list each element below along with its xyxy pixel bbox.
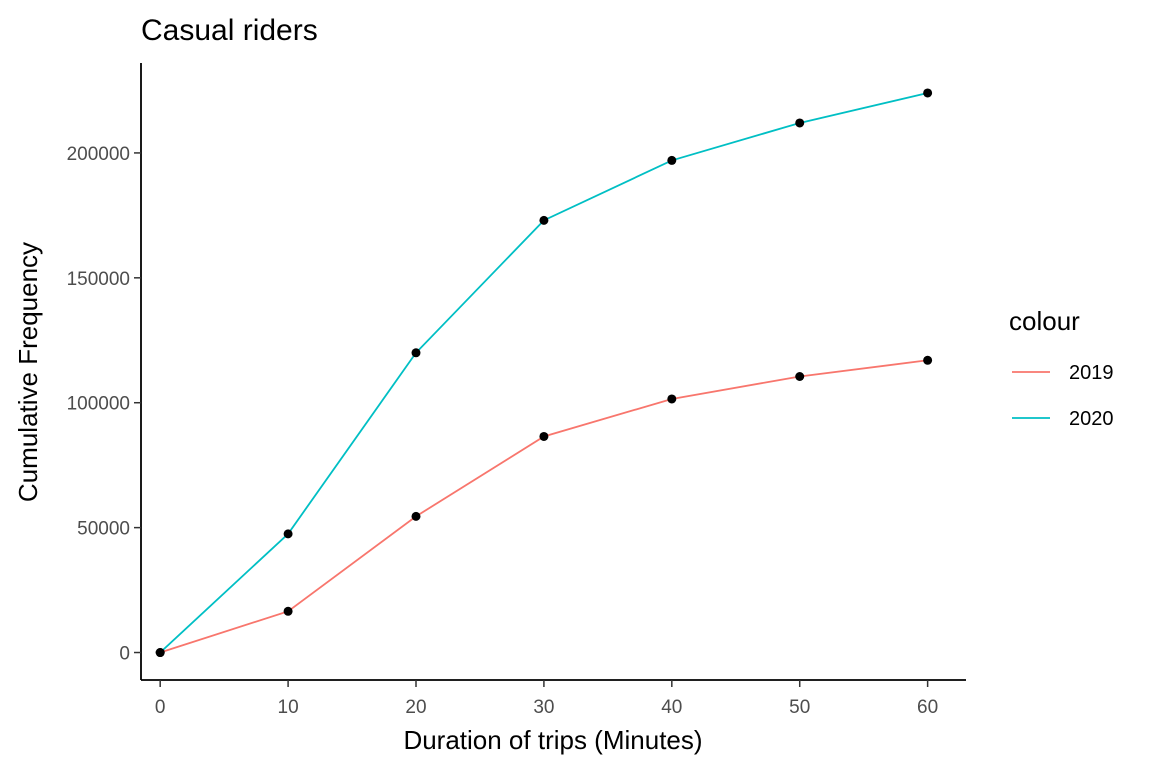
data-point-2019-30 (539, 431, 549, 441)
y-tick-label-150000: 150000 (67, 269, 130, 290)
data-point-2019-50 (795, 372, 805, 381)
legend-title: colour (1009, 306, 1080, 336)
x-tick-label-60: 60 (917, 697, 938, 718)
data-point-2020-20 (411, 348, 421, 358)
data-point-2020-50 (795, 118, 805, 128)
plot-area (155, 88, 933, 658)
data-point-2020-0 (155, 648, 165, 658)
data-point-2019-10 (283, 606, 293, 616)
series-line-2020 (159, 92, 928, 654)
legend-label-2020: 2020 (1069, 408, 1114, 430)
data-point-2020-60 (923, 88, 933, 98)
series-line-2019 (159, 359, 928, 654)
data-point-2019-40 (667, 394, 677, 404)
x-tick-label-40: 40 (661, 697, 682, 718)
legend: colour 2019 2020 (1009, 306, 1114, 430)
x-tick-label-20: 20 (405, 697, 426, 718)
y-tick-label-0: 0 (119, 644, 130, 665)
data-point-2019-60 (923, 355, 933, 365)
x-axis-title: Duration of trips (Minutes) (403, 725, 702, 755)
data-point-2020-30 (539, 215, 549, 225)
data-point-2020-40 (667, 155, 677, 165)
x-tick-label-30: 30 (533, 697, 554, 718)
chart-title: Casual riders (141, 14, 318, 47)
y-axis-ticks: 0 50000 100000 150000 200000 (67, 144, 141, 665)
x-tick-label-10: 10 (278, 697, 299, 718)
legend-label-2019: 2019 (1069, 362, 1114, 384)
data-point-2019-20 (411, 511, 421, 521)
y-axis-title: Cumulative Frequency (13, 242, 43, 502)
x-tick-label-50: 50 (789, 697, 810, 718)
legend-items: 2019 2020 (1012, 362, 1114, 430)
x-tick-label-0: 0 (155, 697, 166, 718)
x-axis-ticks: 0 10 20 30 40 50 60 (155, 680, 938, 718)
y-tick-label-100000: 100000 (67, 394, 130, 415)
y-tick-label-200000: 200000 (67, 144, 130, 165)
data-point-2020-10 (283, 529, 293, 539)
y-tick-label-50000: 50000 (77, 519, 130, 540)
